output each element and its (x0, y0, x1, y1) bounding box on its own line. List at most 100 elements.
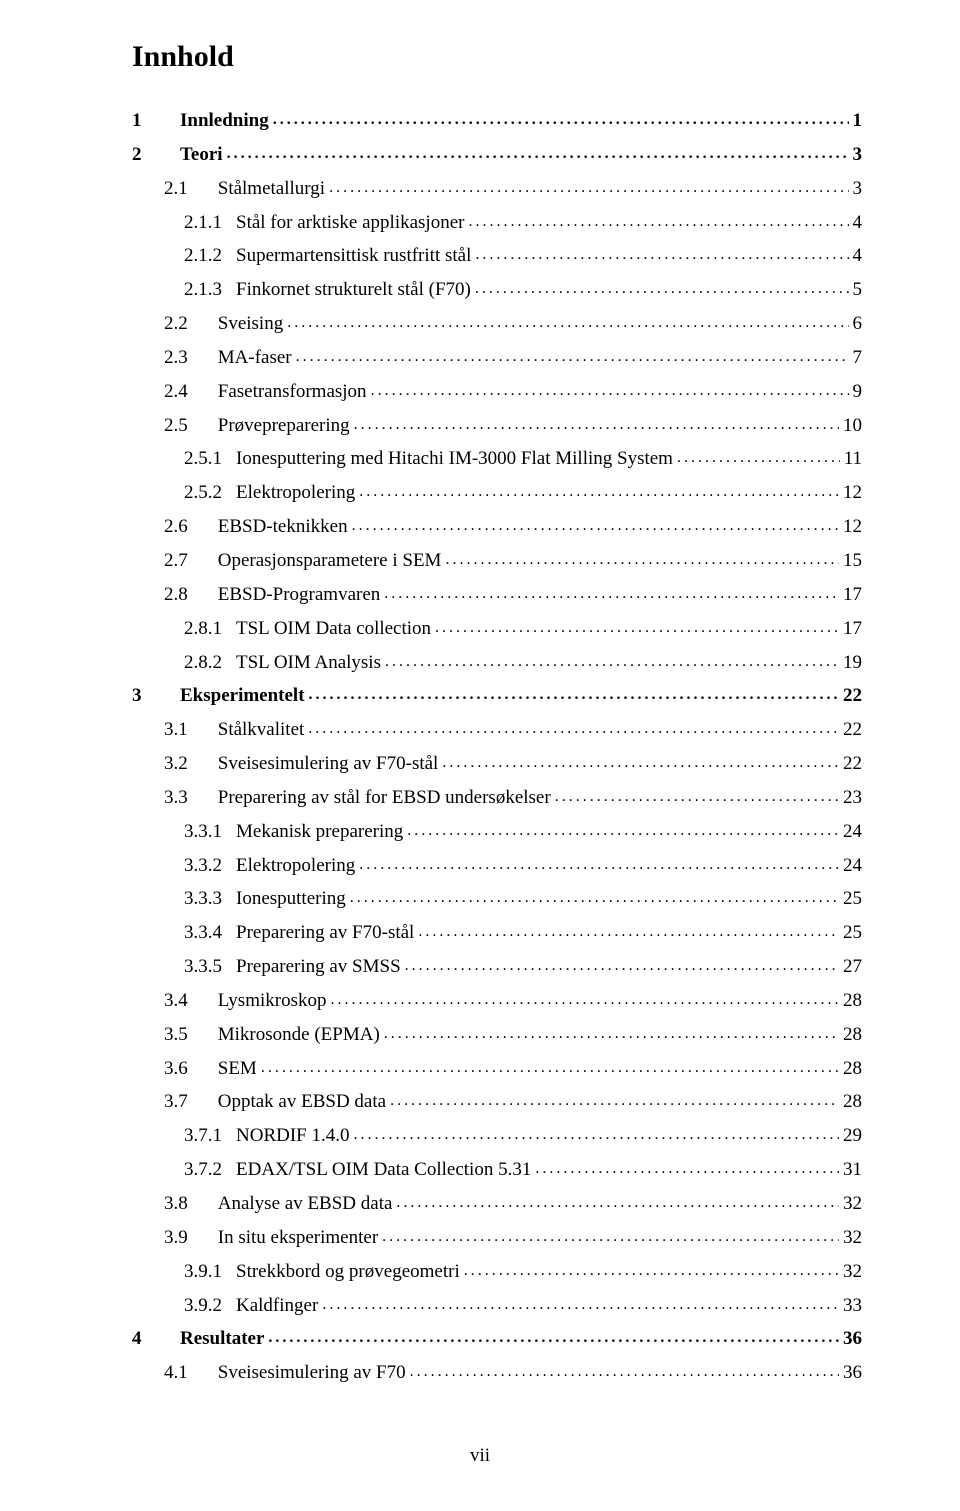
toc-entry: 2.1.2Supermartensittisk rustfritt stål4 (132, 245, 862, 267)
toc-entry-label: Stål for arktiske applikasjoner (222, 212, 464, 234)
toc-entry-number: 2.4 (132, 381, 188, 403)
toc-entry-number: 2.8.1 (132, 618, 222, 640)
toc-entry-page: 24 (843, 821, 862, 843)
toc-entry: 3.7.1NORDIF 1.4.029 (132, 1125, 862, 1147)
toc-entry-number: 3 (132, 685, 156, 707)
toc-entry-label: MA-faser (188, 347, 292, 369)
page: Innhold 1Innledning12Teori32.1Stålmetall… (0, 0, 960, 1511)
toc-entry: 2.6EBSD-teknikken12 (132, 516, 862, 538)
toc-entry: 2.5Prøvepreparering10 (132, 415, 862, 437)
toc-entry-number: 2.5.2 (132, 482, 222, 504)
toc-entry-label: Sveisesimulering av F70 (188, 1362, 406, 1384)
toc-entry-number: 3.3 (132, 787, 188, 809)
toc-entry: 3.2Sveisesimulering av F70-stål22 (132, 753, 862, 775)
toc-entry-page: 29 (843, 1125, 862, 1147)
toc-entry-page: 32 (843, 1227, 862, 1249)
toc-entry: 3.5Mikrosonde (EPMA)28 (132, 1024, 862, 1046)
toc-entry: 3.7.2EDAX/TSL OIM Data Collection 5.3131 (132, 1159, 862, 1181)
toc-entry-label: Sveising (188, 313, 283, 335)
toc-leader-dots (382, 1227, 839, 1249)
toc-entry: 2.1Stålmetallurgi3 (132, 178, 862, 200)
toc-entry: 3.3.2Elektropolering24 (132, 855, 862, 877)
toc-leader-dots (435, 618, 839, 640)
toc-entry: 3.7Opptak av EBSD data28 (132, 1091, 862, 1113)
toc-entry-label: EDAX/TSL OIM Data Collection 5.31 (222, 1159, 531, 1181)
toc-leader-dots (273, 110, 849, 132)
toc-entry-label: TSL OIM Data collection (222, 618, 431, 640)
toc-entry-page: 19 (843, 652, 862, 674)
toc-leader-dots (268, 1328, 839, 1350)
toc-leader-dots (390, 1091, 839, 1113)
toc-entry-page: 17 (843, 584, 862, 606)
toc-entry: 2.3MA-faser 7 (132, 347, 862, 369)
toc-entry-page: 12 (843, 516, 862, 538)
toc-entry-number: 2.1 (132, 178, 188, 200)
toc-entry-label: Mikrosonde (EPMA) (188, 1024, 380, 1046)
toc-entry-label: Preparering av F70-stål (222, 922, 414, 944)
toc-entry-label: Sveisesimulering av F70-stål (188, 753, 439, 775)
toc-entry: 3.3.3Ionesputtering25 (132, 888, 862, 910)
toc-entry: 3.8Analyse av EBSD data32 (132, 1193, 862, 1215)
toc-entry-page: 3 (853, 144, 863, 166)
toc-list: 1Innledning12Teori32.1Stålmetallurgi32.1… (132, 110, 862, 1384)
toc-entry-page: 32 (843, 1193, 862, 1215)
toc-entry-page: 27 (843, 956, 862, 978)
toc-entry-page: 31 (843, 1159, 862, 1181)
toc-entry-page: 28 (843, 1024, 862, 1046)
toc-leader-dots (468, 212, 848, 234)
toc-title: Innhold (132, 40, 862, 74)
toc-entry: 3.3Preparering av stål for EBSD undersøk… (132, 787, 862, 809)
toc-entry-page: 7 (853, 347, 863, 369)
toc-entry-page: 12 (843, 482, 862, 504)
toc-entry: 3.1Stålkvalitet22 (132, 719, 862, 741)
toc-entry-number: 3.3.5 (132, 956, 222, 978)
toc-entry-number: 2.8.2 (132, 652, 222, 674)
toc-entry-label: EBSD-teknikken (188, 516, 348, 538)
toc-entry-number: 2.1.1 (132, 212, 222, 234)
toc-leader-dots (329, 178, 848, 200)
toc-leader-dots (445, 550, 839, 572)
toc-entry-label: Analyse av EBSD data (188, 1193, 393, 1215)
toc-entry-number: 3.7 (132, 1091, 188, 1113)
toc-entry: 4.1Sveisesimulering av F7036 (132, 1362, 862, 1384)
toc-leader-dots (353, 1125, 839, 1147)
toc-entry-number: 2.3 (132, 347, 188, 369)
toc-entry-label: Supermartensittisk rustfritt stål (222, 245, 471, 267)
toc-entry: 3.9In situ eksperimenter32 (132, 1227, 862, 1249)
toc-entry-label: Stålmetallurgi (188, 178, 325, 200)
toc-entry-page: 11 (844, 448, 862, 470)
toc-entry-label: Operasjonsparametere i SEM (188, 550, 442, 572)
toc-entry-label: Strekkbord og prøvegeometri (222, 1261, 460, 1283)
toc-leader-dots (322, 1295, 839, 1317)
toc-leader-dots (354, 415, 839, 437)
toc-entry-page: 6 (853, 313, 863, 335)
toc-entry-label: Ionesputtering med Hitachi IM-3000 Flat … (222, 448, 673, 470)
toc-entry-number: 3.9.2 (132, 1295, 222, 1317)
toc-entry-number: 2.7 (132, 550, 188, 572)
toc-leader-dots (350, 888, 839, 910)
toc-entry-number: 2 (132, 144, 156, 166)
toc-leader-dots (352, 516, 839, 538)
toc-entry-number: 3.1 (132, 719, 188, 741)
toc-entry: 4Resultater36 (132, 1328, 862, 1350)
toc-leader-dots (410, 1362, 839, 1384)
toc-entry-page: 28 (843, 1091, 862, 1113)
toc-entry: 2.8.2TSL OIM Analysis19 (132, 652, 862, 674)
toc-entry: 3.6SEM28 (132, 1058, 862, 1080)
toc-entry-page: 17 (843, 618, 862, 640)
toc-entry-label: Elektropolering (222, 855, 355, 877)
toc-entry: 1Innledning1 (132, 110, 862, 132)
toc-entry-number: 4 (132, 1328, 156, 1350)
toc-entry-number: 3.2 (132, 753, 188, 775)
toc-leader-dots (330, 990, 839, 1012)
toc-entry: 3.3.5Preparering av SMSS27 (132, 956, 862, 978)
toc-leader-dots (385, 652, 839, 674)
toc-leader-dots (296, 347, 849, 369)
toc-entry: 3.3.4Preparering av F70-stål25 (132, 922, 862, 944)
toc-leader-dots (418, 922, 839, 944)
toc-entry-page: 36 (843, 1328, 862, 1350)
toc-entry-page: 25 (843, 888, 862, 910)
toc-entry: 2.5.2Elektropolering12 (132, 482, 862, 504)
toc-leader-dots (359, 855, 839, 877)
toc-leader-dots (384, 1024, 839, 1046)
